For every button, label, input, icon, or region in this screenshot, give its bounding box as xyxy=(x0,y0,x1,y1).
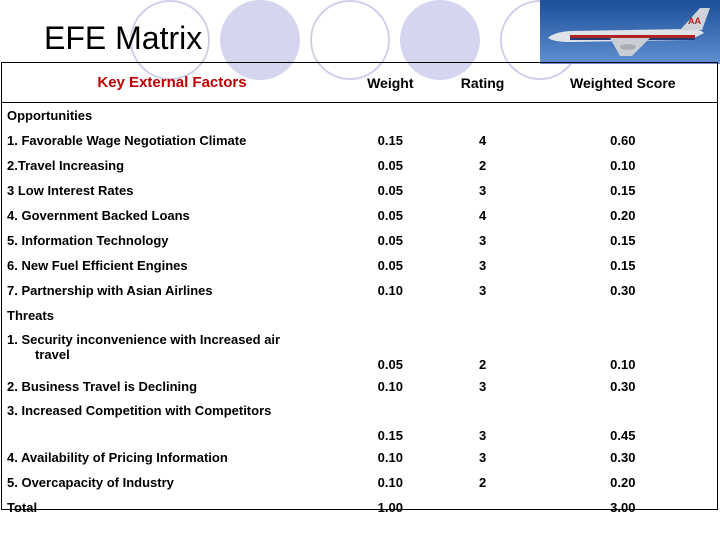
score-cell: 0.10 xyxy=(610,356,636,372)
factor-cell: 3 Low Interest Rates xyxy=(7,182,134,198)
rating-cell: 4 xyxy=(478,132,487,148)
rating-cell: 3 xyxy=(478,257,487,273)
factor-cell: 2. Business Travel is Declining xyxy=(7,378,198,394)
page-title: EFE Matrix xyxy=(44,20,203,56)
table-row: 5. Information Technology 0.05 3 0.15 xyxy=(1,228,718,253)
score-cell: 0.45 xyxy=(610,427,636,443)
table-row: 3 Low Interest Rates 0.05 3 0.15 xyxy=(1,178,718,203)
weight-cell: 0.10 xyxy=(377,474,403,490)
rating-cell: 2 xyxy=(478,356,487,372)
factor-cell: 1. Security inconvenience with Increased… xyxy=(1,328,343,374)
score-cell: 0.15 xyxy=(610,257,636,273)
weight-cell: 0.05 xyxy=(377,207,403,223)
section-label: Threats xyxy=(7,307,54,323)
table-row: 3. Increased Competition with Competitor… xyxy=(1,399,718,445)
table-row: 1. Favorable Wage Negotiation Climate 0.… xyxy=(1,128,718,153)
weight-cell: 0.05 xyxy=(377,182,403,198)
factor-cell: 1. Favorable Wage Negotiation Climate xyxy=(7,132,247,148)
rating-cell: 3 xyxy=(478,449,487,465)
table-row: 5. Overcapacity of Industry 0.10 2 0.20 xyxy=(1,470,718,495)
total-row: Total 1.00 3.00 xyxy=(1,495,718,520)
rating-cell: 3 xyxy=(478,232,487,248)
rating-cell: 2 xyxy=(478,157,487,173)
score-cell: 0.15 xyxy=(610,182,636,198)
factor-cell: 7. Partnership with Asian Airlines xyxy=(7,282,213,298)
table-row: 1. Security inconvenience with Increased… xyxy=(1,328,718,374)
airplane-image: AA xyxy=(540,0,720,64)
score-cell: 0.20 xyxy=(610,474,636,490)
weight-cell: 0.15 xyxy=(377,132,403,148)
header-key-external-factors: Key External Factors xyxy=(1,62,343,103)
header-weight: Weight xyxy=(343,62,438,103)
section-row-threats: Threats xyxy=(1,303,718,328)
rating-cell: 3 xyxy=(478,427,487,443)
total-score: 3.00 xyxy=(610,499,636,515)
rating-cell: 3 xyxy=(478,182,487,198)
table-row: 4. Availability of Pricing Information 0… xyxy=(1,445,718,470)
header-weighted-score: Weighted Score xyxy=(527,62,718,103)
weight-cell: 0.05 xyxy=(377,257,403,273)
weight-cell: 0.05 xyxy=(377,232,403,248)
score-cell: 0.20 xyxy=(610,207,636,223)
total-label: Total xyxy=(7,499,38,515)
rating-cell: 2 xyxy=(478,474,487,490)
header-rating: Rating xyxy=(437,62,528,103)
rating-cell: 3 xyxy=(478,378,487,394)
score-cell: 0.10 xyxy=(610,157,636,173)
score-cell: 0.30 xyxy=(610,449,636,465)
total-weight: 1.00 xyxy=(377,499,403,515)
rating-cell: 3 xyxy=(478,282,487,298)
weight-cell: 0.05 xyxy=(377,157,403,173)
score-cell: 0.60 xyxy=(610,132,636,148)
section-label: Opportunities xyxy=(7,107,93,123)
table-row: 2.Travel Increasing 0.05 2 0.10 xyxy=(1,153,718,178)
section-row-opportunities: Opportunities xyxy=(1,103,718,128)
table-row: 6. New Fuel Efficient Engines 0.05 3 0.1… xyxy=(1,253,718,278)
table-row: 7. Partnership with Asian Airlines 0.10 … xyxy=(1,278,718,303)
airline-logo: AA xyxy=(688,16,701,26)
factor-text-continued: travel xyxy=(35,346,70,362)
factor-cell: 4. Government Backed Loans xyxy=(7,207,190,223)
weight-cell: 0.10 xyxy=(377,282,403,298)
factor-cell: 5. Overcapacity of Industry xyxy=(7,474,174,490)
table-row: 4. Government Backed Loans 0.05 4 0.20 xyxy=(1,203,718,228)
score-cell: 0.30 xyxy=(610,378,636,394)
factor-cell: 5. Information Technology xyxy=(7,232,169,248)
factor-cell: 4. Availability of Pricing Information xyxy=(7,449,228,465)
table-row: 2. Business Travel is Declining 0.10 3 0… xyxy=(1,374,718,399)
efe-matrix-table: Key External Factors Weight Rating Weigh… xyxy=(1,62,718,520)
weight-cell: 0.10 xyxy=(377,449,403,465)
rating-cell: 4 xyxy=(478,207,487,223)
score-cell: 0.15 xyxy=(610,232,636,248)
weight-cell: 0.15 xyxy=(377,427,403,443)
total-rating xyxy=(438,495,528,520)
score-cell: 0.30 xyxy=(610,282,636,298)
weight-cell: 0.05 xyxy=(377,356,403,372)
factor-cell: 2.Travel Increasing xyxy=(7,157,125,173)
table-header-row: Key External Factors Weight Rating Weigh… xyxy=(1,62,718,103)
weight-cell: 0.10 xyxy=(377,378,403,394)
factor-cell: 3. Increased Competition with Competitor… xyxy=(7,402,272,418)
factor-cell: 6. New Fuel Efficient Engines xyxy=(7,257,188,273)
factor-text: 1. Security inconvenience with Increased… xyxy=(7,331,281,347)
